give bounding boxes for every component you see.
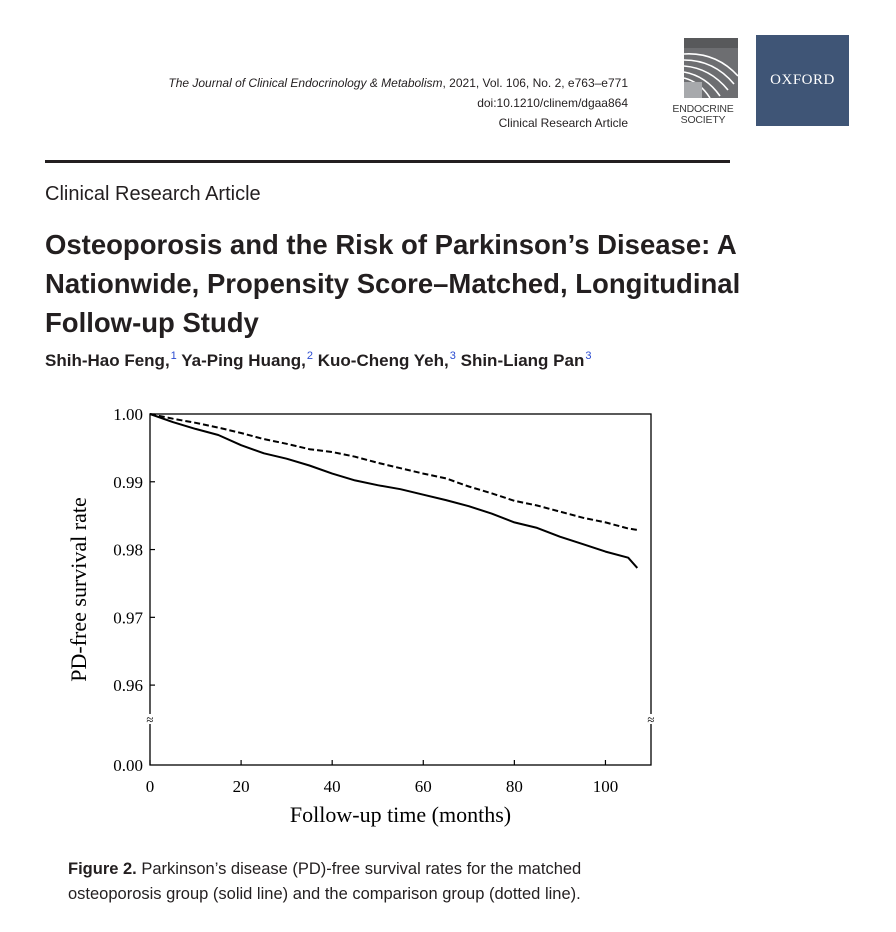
x-tick-label: 40	[324, 777, 341, 796]
series-line-comparison	[149, 413, 638, 531]
author-name: Shin-Liang Pan	[460, 351, 585, 370]
chart-plot-area: ≈ ≈1.00 0.99 0.98 0.97 0.96 0.000 20 40 60 80 100 Fo…	[66, 405, 656, 827]
x-tick-label: 20	[233, 777, 250, 796]
survival-chart: ≈ ≈1.00 0.99 0.98 0.97 0.96 0.000 20 40 60 80 100 Fo…	[66, 405, 656, 827]
x-tick-label: 60	[415, 777, 432, 796]
author-name: Ya-Ping Huang,	[181, 351, 306, 370]
y-tick-label: 0.98	[113, 541, 143, 560]
x-axis-label: Follow-up time (months)	[290, 802, 511, 827]
journal-citation: The Journal of Clinical Endocrinology & …	[168, 73, 628, 93]
author-name: Kuo-Cheng Yeh,	[317, 351, 449, 370]
article-title: Osteoporosis and the Risk of Parkinson’s…	[45, 229, 741, 338]
plot-frame	[149, 413, 652, 766]
x-tick-label: 100	[593, 777, 619, 796]
society-text: SOCIETY	[680, 114, 726, 126]
y-tick-label: 1.00	[113, 405, 143, 424]
figure-caption: Figure 2. Parkinson’s disease (PD)-free …	[68, 857, 668, 907]
author-affiliation[interactable]: 1	[170, 350, 177, 362]
oxford-logo-text: OXFORD	[770, 72, 835, 88]
journal-info: The Journal of Clinical Endocrinology & …	[168, 73, 628, 133]
y-tick-label: 0.97	[113, 608, 143, 627]
endocrine-society-logo: ENDOCRINE SOCIETY	[664, 36, 742, 128]
author-name: Shih-Hao Feng,	[45, 351, 170, 370]
x-tick-label: 0	[146, 777, 155, 796]
y-tick-label: 0.99	[113, 473, 143, 492]
figure-caption-text: Parkinson’s disease (PD)-free survival r…	[68, 860, 582, 903]
endocrine-society-emblem-icon	[683, 38, 739, 99]
author-affiliation[interactable]: 3	[449, 350, 456, 362]
y-axis-break-icon: ≈	[146, 712, 153, 727]
x-tick-label: 80	[506, 777, 523, 796]
endocrine-society-text: ENDOCRINE SOCIETY	[664, 104, 742, 126]
author-affiliation[interactable]: 2	[306, 350, 314, 362]
right-axis-break-icon: ≈	[647, 712, 654, 727]
author-affiliation[interactable]: 3	[585, 350, 592, 362]
oxford-logo: OXFORD	[756, 35, 849, 126]
right-axis-break-gap	[646, 714, 656, 724]
header-article-type: Clinical Research Article	[498, 116, 628, 130]
figure-label: Figure 2.	[68, 860, 137, 878]
author-list: Shih-Hao Feng,1 Ya-Ping Huang,2 Kuo-Chen…	[45, 350, 591, 371]
y-tick-label-bottom: 0.00	[113, 756, 143, 775]
y-axis-break-gap	[145, 714, 155, 724]
endocrine-text: ENDOCRINE	[672, 103, 734, 115]
doi: doi:10.1210/clinem/dgaa864	[477, 96, 628, 110]
header-divider	[45, 160, 730, 163]
series-line-osteoporosis	[149, 413, 639, 569]
section-label: Clinical Research Article	[45, 183, 261, 205]
y-tick-label: 0.96	[113, 676, 143, 695]
journal-name: The Journal of Clinical Endocrinology & …	[168, 76, 443, 90]
y-axis-label: PD-free survival rate	[66, 497, 91, 681]
journal-details: , 2021, Vol. 106, No. 2, e763–e771	[442, 76, 628, 90]
